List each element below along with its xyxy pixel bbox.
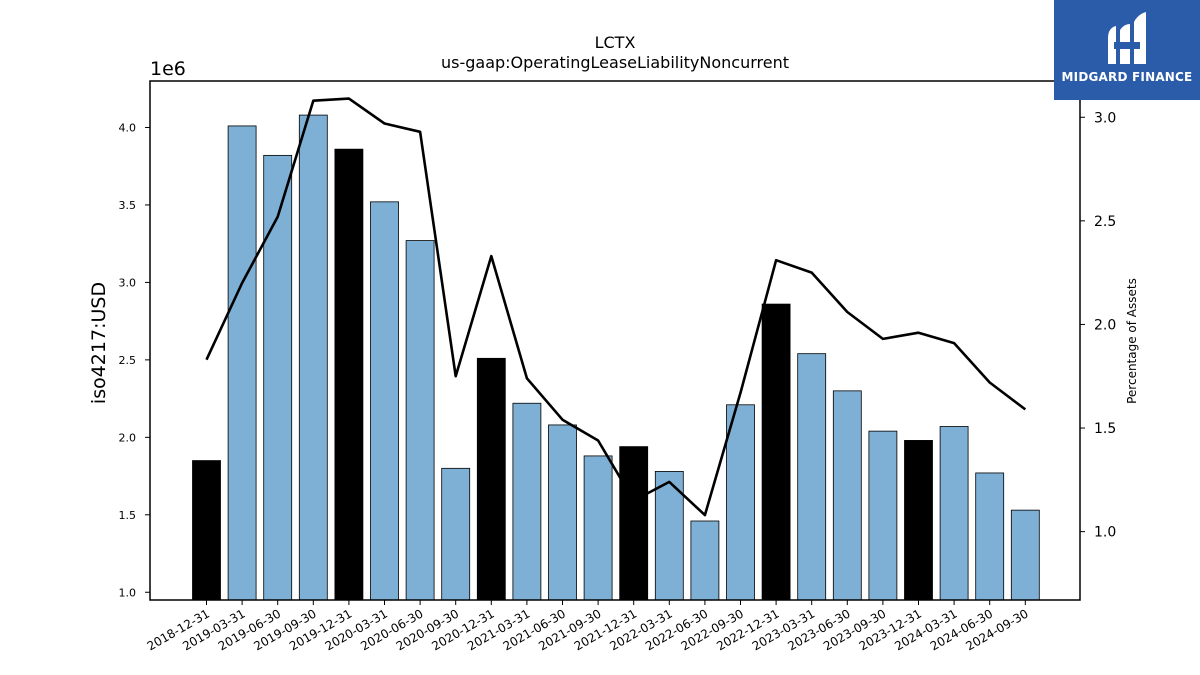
y-tick-label: 4.0 — [119, 121, 137, 134]
bar-2020-06-30 — [405, 240, 435, 601]
brand-logo: MIDGARD FINANCE — [1054, 0, 1200, 100]
midgard-logo-icon — [1108, 12, 1146, 64]
bar-2019-06-30 — [263, 154, 293, 601]
y2-tick-label: 3.0 — [1094, 110, 1116, 126]
y-tick-label: 1.0 — [119, 586, 137, 599]
y-tick-label: 2.0 — [119, 431, 137, 444]
bar-2024-06-30 — [975, 472, 1005, 601]
bar-2020-12-31 — [476, 357, 506, 601]
y-axis-label: iso4217:USD — [88, 282, 110, 404]
plot-frame — [149, 80, 1081, 601]
bar-2021-03-31 — [512, 402, 542, 601]
bar-2021-06-30 — [548, 424, 577, 601]
y-tick-label: 3.5 — [119, 199, 137, 212]
bar-2022-09-30 — [726, 404, 755, 601]
bar-series — [192, 114, 1040, 601]
bar-2018-12-31 — [192, 460, 221, 601]
bar-2023-03-31 — [797, 353, 827, 601]
chart-subtitle: us-gaap:OperatingLeaseLiabilityNoncurren… — [441, 53, 789, 72]
bar-2019-09-30 — [298, 114, 328, 601]
y2-axis-ticks: 1.0 1.5 2.0 2.5 3.0 — [1080, 110, 1116, 541]
y2-axis-label: Percentage of Assets — [1125, 278, 1139, 404]
bar-2022-06-30 — [690, 520, 720, 601]
bar-2022-03-31 — [654, 471, 684, 601]
bar-2023-06-30 — [832, 390, 862, 601]
y2-tick-label: 2.5 — [1094, 214, 1116, 230]
y-offset-label: 1e6 — [150, 58, 186, 80]
y2-tick-label: 1.0 — [1094, 525, 1116, 541]
x-axis-ticks: 2018-12-312019-03-312019-06-302019-09-30… — [145, 600, 1031, 653]
bar-2019-03-31 — [227, 125, 257, 601]
y-axis-ticks: 1.0 1.5 2.0 2.5 3.0 3.5 4.0 — [119, 121, 150, 599]
bar-2024-09-30 — [1010, 509, 1040, 601]
logo-text: MIDGARD FINANCE — [1061, 70, 1193, 84]
y2-tick-label: 2.0 — [1094, 317, 1116, 333]
bar-2023-09-30 — [868, 430, 898, 601]
y2-tick-label: 1.5 — [1094, 421, 1116, 437]
bar-2020-09-30 — [441, 467, 471, 601]
bar-2019-12-31 — [334, 148, 364, 601]
y-tick-label: 3.0 — [119, 276, 137, 289]
percentage-of-assets-line — [205, 97, 1027, 517]
bar-2021-12-31 — [619, 446, 649, 601]
chart-title: LCTX — [595, 33, 636, 52]
bar-2023-12-31 — [904, 440, 933, 601]
y-tick-label: 2.5 — [119, 354, 137, 367]
bar-2021-09-30 — [583, 455, 613, 601]
bar-2020-03-31 — [370, 201, 399, 601]
bar-2022-12-31 — [761, 303, 791, 601]
y-tick-label: 1.5 — [119, 509, 137, 522]
line-series — [205, 97, 1027, 517]
bar-2024-03-31 — [939, 426, 969, 601]
